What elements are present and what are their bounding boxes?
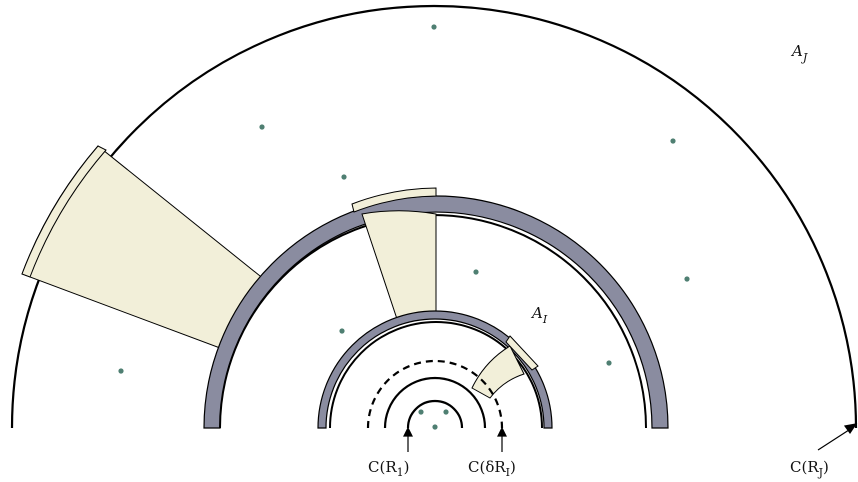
dot [418, 409, 424, 415]
inner-band [317, 310, 553, 429]
dot [443, 409, 449, 415]
arrow-rj-line [817, 427, 853, 451]
dot [259, 124, 265, 130]
arrow-delta-head [497, 426, 507, 437]
label-circle-delta: C(δRI) [468, 458, 516, 479]
label-region-outer: AJ [790, 42, 808, 64]
arrow-rj-head [843, 423, 858, 435]
dots [118, 24, 690, 430]
dot [432, 424, 438, 430]
label-circle-r1: C(R1) [368, 458, 409, 479]
label-circle-rj: C(RJ) [790, 458, 829, 479]
dot [118, 368, 124, 374]
dot [431, 24, 437, 30]
sector-small-right-tab [505, 335, 539, 371]
dot [341, 174, 347, 180]
dot [473, 269, 479, 275]
dot [606, 360, 612, 366]
arrow-r1-head [403, 426, 413, 437]
circle-r1 [406, 399, 464, 429]
dot [670, 138, 676, 144]
sector-left-tab [21, 145, 107, 278]
sector-top-tab [351, 187, 437, 213]
sector-top [361, 210, 437, 323]
dot [339, 328, 345, 334]
inner-thin-circle [329, 321, 543, 429]
mid-small-circle [383, 376, 487, 429]
dashed-circle-delta [366, 359, 504, 429]
dot [684, 276, 690, 282]
label-region-inner: AI [530, 304, 548, 326]
arrows [403, 423, 858, 452]
middle-band [203, 195, 669, 429]
